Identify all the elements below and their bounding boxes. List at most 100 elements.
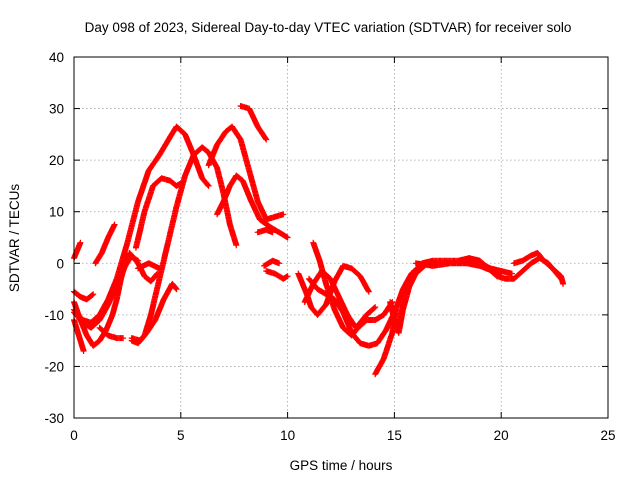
data-point (374, 319, 377, 321)
series-markers (237, 103, 270, 143)
data-point (562, 283, 565, 285)
data-point (374, 373, 377, 376)
data-point (137, 262, 139, 265)
data-point (265, 228, 268, 231)
y-tick-label: 30 (49, 102, 64, 117)
data-point (90, 326, 92, 329)
data-series (135, 260, 163, 272)
data-point (98, 339, 101, 342)
data-point (248, 107, 251, 110)
data-point (357, 326, 359, 329)
data-point (530, 262, 533, 265)
data-point (365, 313, 368, 316)
data-point (404, 293, 406, 296)
data-point (85, 298, 88, 301)
data-point (282, 213, 285, 216)
data-point (158, 277, 161, 280)
data-point (265, 270, 268, 272)
data-series (71, 239, 84, 262)
data-point (273, 215, 276, 218)
data-point (402, 288, 404, 290)
data-point (312, 241, 315, 244)
data-point (530, 254, 533, 257)
data-point (350, 334, 353, 337)
data-point (130, 254, 133, 257)
data-point (147, 169, 150, 172)
x-axis-label: GPS time / hours (290, 458, 393, 473)
data-point (149, 313, 152, 316)
x-tick-label: 10 (280, 428, 295, 443)
data-series (387, 262, 428, 336)
data-point (135, 246, 137, 249)
data-point (367, 290, 370, 293)
data-point (250, 200, 253, 203)
data-point (175, 125, 178, 128)
y-tick-label: -20 (44, 359, 64, 374)
y-tick-label: 0 (56, 256, 64, 271)
data-point (504, 277, 507, 280)
data-point (201, 177, 204, 180)
data-point (263, 264, 266, 267)
data-point (224, 130, 227, 133)
data-point (489, 267, 492, 270)
data-series (96, 324, 127, 342)
data-point (201, 146, 204, 149)
series-markers (92, 221, 118, 267)
data-point (162, 298, 165, 301)
series-markers (387, 262, 428, 336)
data-point (382, 313, 385, 316)
data-point (265, 218, 268, 221)
data-point (154, 319, 157, 321)
data-point (107, 236, 110, 239)
data-point (543, 259, 545, 262)
data-point (560, 275, 562, 278)
data-series (92, 221, 118, 267)
data-point (248, 169, 251, 172)
data-point (431, 264, 434, 267)
data-point (115, 277, 118, 280)
data-point (160, 177, 163, 180)
data-point (265, 138, 268, 141)
x-tick-label: 25 (600, 428, 615, 443)
data-point (113, 223, 116, 226)
data-series (466, 255, 515, 277)
data-point (175, 205, 178, 208)
data-point (175, 288, 178, 290)
data-point (325, 303, 327, 306)
data-point (536, 252, 539, 254)
data-point (278, 231, 280, 234)
data-point (397, 332, 400, 334)
data-point (79, 241, 82, 244)
data-point (207, 151, 210, 154)
data-point (130, 339, 133, 342)
data-point (147, 262, 150, 265)
data-point (94, 262, 97, 265)
data-point (384, 329, 387, 332)
data-point (342, 326, 345, 329)
data-point (282, 277, 285, 280)
data-point (216, 213, 219, 216)
data-point (256, 231, 259, 234)
data-point (316, 288, 319, 290)
data-point (124, 264, 127, 267)
data-point (158, 154, 161, 156)
data-point (271, 231, 274, 234)
data-point (337, 295, 340, 298)
y-tick-label: -30 (44, 411, 64, 426)
data-point (82, 350, 85, 352)
data-series (132, 175, 184, 251)
data-point (216, 166, 219, 169)
data-point (235, 174, 238, 177)
plot-frame (73, 56, 609, 419)
data-point (167, 241, 169, 244)
data-point (92, 293, 95, 296)
plot-area (71, 103, 567, 378)
data-point (468, 257, 471, 260)
data-point (551, 267, 554, 270)
data-point (376, 342, 379, 345)
data-point (171, 283, 174, 285)
data-point (107, 334, 110, 337)
data-series (261, 257, 283, 269)
data-point (271, 259, 274, 262)
